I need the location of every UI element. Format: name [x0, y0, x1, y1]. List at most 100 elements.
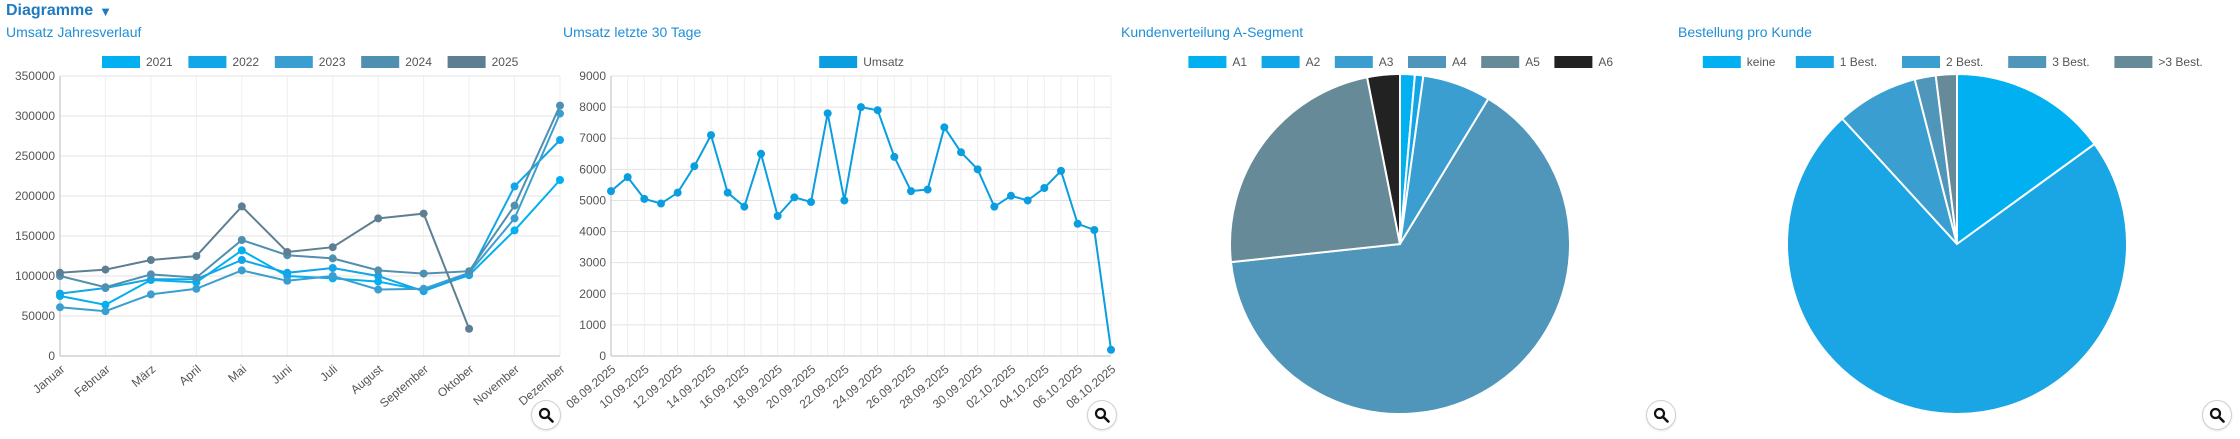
legend-swatch	[361, 56, 400, 68]
zoom-button[interactable]	[2202, 400, 2232, 430]
y-tick-label: 6000	[579, 162, 606, 176]
pie-slice	[1229, 76, 1402, 264]
data-point	[101, 265, 110, 274]
y-tick-label: 4000	[579, 225, 606, 239]
data-point	[237, 246, 246, 255]
data-point	[192, 284, 201, 293]
data-point	[957, 148, 965, 157]
legend-label: A2	[1306, 55, 1321, 69]
x-tick-label: August	[348, 362, 386, 397]
legend-swatch	[1554, 56, 1593, 68]
magnifier-icon	[1653, 407, 1669, 423]
data-point	[690, 162, 699, 171]
y-tick-label: 0	[48, 349, 55, 363]
legend-swatch	[447, 56, 486, 68]
zoom-button[interactable]	[1087, 400, 1117, 430]
y-tick-label: 9000	[579, 69, 606, 83]
y-tick-label: 250000	[15, 149, 55, 163]
data-point	[510, 182, 519, 191]
pie-chart-segments: A1 A2 A3 A4 A5 A6	[1188, 55, 1613, 415]
y-tick-label: 100000	[15, 269, 55, 283]
data-point	[283, 248, 292, 256]
legend-label: A4	[1452, 55, 1467, 69]
pie-slice	[1956, 72, 2096, 246]
data-point	[823, 109, 832, 118]
legend-label: A1	[1232, 55, 1247, 69]
data-point	[607, 187, 615, 196]
legend-label: 3 Best.	[2052, 55, 2089, 69]
data-point	[657, 199, 665, 208]
data-point	[707, 131, 715, 140]
caret-down-icon: ▼	[99, 3, 113, 19]
data-point	[328, 272, 337, 280]
y-tick-label: 1000	[579, 318, 606, 332]
legend-label: 2021	[146, 55, 173, 69]
y-tick-label: 0	[599, 349, 606, 363]
data-point	[192, 273, 201, 282]
data-point	[101, 307, 110, 316]
data-point	[1107, 345, 1115, 354]
legend-swatch	[819, 56, 858, 68]
diagrams-header[interactable]: Diagramme ▼	[6, 2, 112, 20]
y-tick-label: 150000	[15, 229, 55, 243]
data-point	[990, 202, 999, 211]
legend-label: A3	[1379, 55, 1394, 69]
data-point	[556, 101, 564, 110]
series-line	[59, 105, 561, 289]
legend-swatch	[1795, 56, 1834, 68]
zoom-button[interactable]	[1646, 400, 1676, 430]
data-point	[374, 277, 383, 286]
data-point	[890, 152, 899, 161]
series-line	[59, 139, 561, 295]
data-point	[907, 187, 915, 196]
data-point	[465, 267, 474, 276]
data-point	[873, 106, 882, 115]
data-point	[465, 324, 474, 333]
x-tick-label: Juli	[317, 362, 340, 384]
data-point	[940, 123, 949, 132]
chart-title: Kundenverteilung A-Segment	[1121, 24, 1304, 40]
data-point	[1040, 184, 1049, 192]
data-point	[1057, 166, 1065, 175]
series-line	[59, 113, 561, 313]
data-point	[623, 173, 632, 182]
x-tick-label: Februar	[72, 362, 113, 400]
series-line	[59, 204, 471, 330]
data-point	[1023, 196, 1032, 205]
legend-swatch	[188, 56, 227, 68]
data-point	[1090, 226, 1099, 234]
data-point	[923, 185, 932, 194]
chart-title: Umsatz letzte 30 Tage	[563, 24, 702, 40]
panel-kundenverteilung: Kundenverteilung A-Segment A1 A2 A3 A4 A5 A6	[1121, 24, 1681, 436]
line-chart-30-days: Umsatz 0 1000 2000 3000 4000 5000 6000 7000 8000 9…	[563, 55, 1118, 411]
x-tick-label: Oktober	[435, 362, 477, 400]
data-point	[419, 284, 428, 293]
legend-label: keine	[1747, 55, 1776, 69]
data-point	[807, 198, 815, 206]
y-tick-label: 7000	[579, 131, 606, 145]
magnifier-icon	[538, 407, 554, 423]
data-point	[146, 256, 155, 264]
series-line	[59, 179, 561, 306]
y-tick-label: 8000	[579, 100, 606, 114]
data-point	[56, 303, 64, 312]
data-point	[192, 252, 201, 260]
legend-swatch	[1902, 56, 1940, 68]
panel-bestellung-pro-kunde: Bestellung pro Kunde keine 1 Best. 2 Best.…	[1678, 24, 2238, 436]
chart-title: Umsatz Jahresverlauf	[6, 24, 142, 40]
y-tick-label: 2000	[579, 287, 606, 301]
legend-swatch	[1408, 56, 1446, 68]
legend-label: >3 Best.	[2158, 55, 2202, 69]
y-tick-label: 300000	[15, 109, 55, 123]
data-point	[740, 202, 749, 211]
data-point	[374, 272, 383, 280]
legend-label: Umsatz	[863, 55, 904, 69]
data-point	[1007, 191, 1015, 200]
data-point	[556, 176, 564, 184]
legend-swatch	[2008, 56, 2047, 68]
panel-umsatz-jahresverlauf: Umsatz Jahresverlauf 2021 2022 2023 2024 202…	[6, 24, 567, 436]
legend-label: 2023	[319, 55, 346, 69]
legend-swatch	[1334, 56, 1373, 68]
data-point	[757, 149, 765, 158]
zoom-button[interactable]	[531, 400, 561, 430]
